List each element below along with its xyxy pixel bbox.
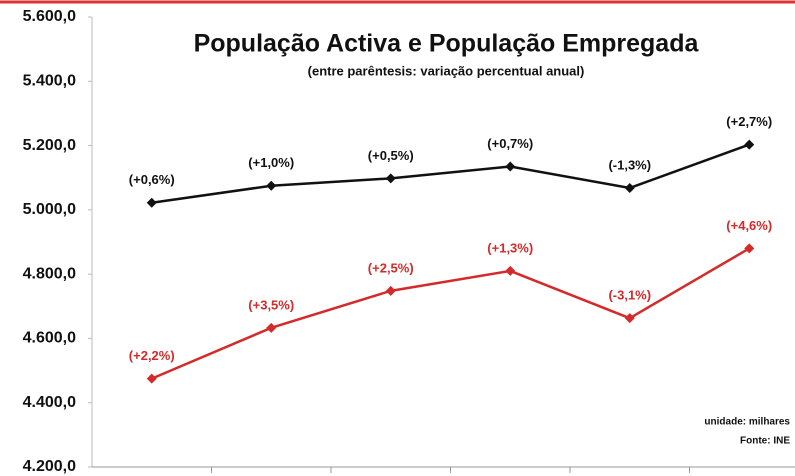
y-tick-label: 5.200,0 [23,137,76,154]
y-tick-label: 4.400,0 [23,394,76,411]
point-label: (+1,0%) [248,155,294,170]
y-tick-label: 5.000,0 [23,201,76,218]
point-label: (+4,6%) [726,218,772,233]
y-tick-label: 4.600,0 [23,330,76,347]
point-label: (+0,5%) [368,148,414,163]
point-label: (+1,3%) [487,240,533,255]
point-label: (+3,5%) [248,297,294,312]
point-label: (+2,2%) [129,348,175,363]
point-label: (+2,5%) [368,260,414,275]
data-point [744,139,755,150]
y-tick-label: 4.800,0 [23,265,76,282]
data-point [624,183,635,193]
data-point [505,265,516,276]
data-point [266,180,277,191]
chart-subtitle: (entre parêntesis: variação percentual a… [308,63,585,78]
series-line [151,143,750,205]
data-point [744,243,755,254]
point-label: (-1,3%) [608,157,651,172]
y-tick-label: 4.200,0 [23,458,76,475]
data-point [385,173,396,184]
data-point [266,322,277,333]
source-note: Fonte: INE [740,436,790,447]
y-tick-label: 5.400,0 [23,73,76,90]
data-point [146,373,157,384]
data-point [385,285,396,296]
chart-title: População Activa e População Empregada [194,30,700,58]
data-point [505,161,516,172]
data-point [146,197,157,208]
point-label: (+0,7%) [487,136,533,151]
series-line [151,247,750,380]
point-label: (+2,7%) [726,114,772,129]
point-label: (+0,6%) [129,172,175,187]
y-tick-label: 5.600,0 [23,8,76,25]
data-point [624,313,635,324]
point-label: (-3,1%) [608,288,651,303]
unit-note: unidade: milhares [704,417,790,428]
